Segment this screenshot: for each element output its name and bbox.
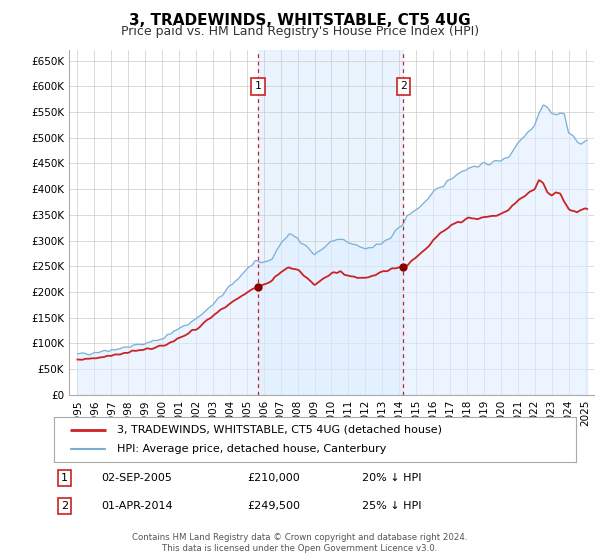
Bar: [258, 50, 403, 395]
Text: £210,000: £210,000: [247, 473, 300, 483]
Text: Price paid vs. HM Land Registry's House Price Index (HPI): Price paid vs. HM Land Registry's House …: [121, 25, 479, 39]
Text: 2: 2: [400, 81, 407, 91]
Text: Contains HM Land Registry data © Crown copyright and database right 2024.: Contains HM Land Registry data © Crown c…: [132, 533, 468, 542]
Text: This data is licensed under the Open Government Licence v3.0.: This data is licensed under the Open Gov…: [163, 544, 437, 553]
Text: 20% ↓ HPI: 20% ↓ HPI: [362, 473, 421, 483]
Text: 1: 1: [255, 81, 262, 91]
Text: 25% ↓ HPI: 25% ↓ HPI: [362, 501, 421, 511]
Text: 3, TRADEWINDS, WHITSTABLE, CT5 4UG: 3, TRADEWINDS, WHITSTABLE, CT5 4UG: [129, 13, 471, 28]
Text: 1: 1: [61, 473, 68, 483]
Text: HPI: Average price, detached house, Canterbury: HPI: Average price, detached house, Cant…: [116, 445, 386, 455]
Text: 3, TRADEWINDS, WHITSTABLE, CT5 4UG (detached house): 3, TRADEWINDS, WHITSTABLE, CT5 4UG (deta…: [116, 424, 442, 435]
Text: 01-APR-2014: 01-APR-2014: [101, 501, 173, 511]
Text: £249,500: £249,500: [247, 501, 300, 511]
Text: 2: 2: [61, 501, 68, 511]
Text: 02-SEP-2005: 02-SEP-2005: [101, 473, 172, 483]
